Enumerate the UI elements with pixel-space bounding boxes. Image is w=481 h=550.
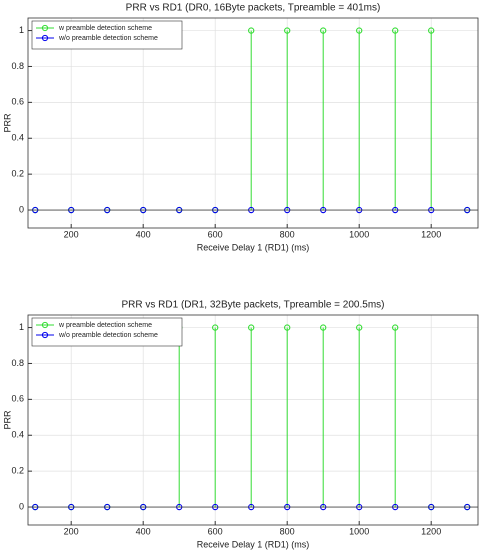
y-tick-label: 0.4	[11, 133, 24, 143]
y-tick-label: 0.2	[11, 466, 24, 476]
stem-marker	[428, 27, 435, 34]
x-tick-label: 1200	[421, 526, 441, 536]
stem-marker	[284, 324, 291, 331]
legend-marker	[41, 24, 49, 32]
y-tick-label: 1	[19, 322, 24, 332]
x-tick-label: 1000	[349, 526, 369, 536]
x-tick-label: 400	[136, 526, 151, 536]
stem-marker	[320, 324, 327, 331]
stem-marker	[392, 324, 399, 331]
legend-marker	[41, 34, 49, 42]
x-tick-label: 200	[64, 229, 79, 239]
legend-marker	[41, 321, 49, 329]
stem-marker	[356, 27, 363, 34]
y-tick-label: 0	[19, 204, 24, 214]
x-tick-label: 400	[136, 229, 151, 239]
legend-label: w/o preamble detection scheme	[58, 35, 158, 42]
y-tick-label: 0.6	[11, 394, 24, 404]
axes-box	[27, 17, 479, 229]
legend: w preamble detection scheme w/o preamble …	[31, 20, 183, 50]
x-axis-label: Receive Delay 1 (RD1) (ms)	[197, 539, 310, 549]
y-tick-label: 0.4	[11, 430, 24, 440]
x-tick-label: 1000	[349, 229, 369, 239]
stem-marker	[392, 27, 399, 34]
plot-area	[28, 315, 478, 525]
x-tick-label: 600	[208, 526, 223, 536]
legend-box	[31, 20, 183, 50]
y-tick-label: 0	[19, 501, 24, 511]
x-axis-label: Receive Delay 1 (RD1) (ms)	[197, 242, 310, 252]
stem-marker	[248, 27, 255, 34]
y-tick-label: 0.6	[11, 97, 24, 107]
x-tick-label: 600	[208, 229, 223, 239]
y-tick-label: 1	[19, 25, 24, 35]
x-tick-label: 800	[280, 526, 295, 536]
legend-marker	[41, 331, 49, 339]
legend-label: w preamble detection scheme	[58, 25, 152, 32]
y-axis-label: PRR	[2, 113, 12, 133]
legend: w preamble detection scheme w/o preamble …	[31, 317, 183, 347]
stem-marker	[356, 324, 363, 331]
stem-marker	[320, 27, 327, 34]
x-tick-label: 1200	[421, 229, 441, 239]
axes-box	[27, 314, 479, 526]
stem-marker	[284, 27, 291, 34]
x-tick-label: 800	[280, 229, 295, 239]
y-axis-label: PRR	[2, 410, 12, 430]
stem-marker	[212, 324, 219, 331]
chart-title: PRR vs RD1 (DR0, 16Byte packets, Tpreamb…	[126, 3, 381, 14]
y-tick-label: 0.8	[11, 358, 24, 368]
legend-label: w/o preamble detection scheme	[58, 332, 158, 339]
x-tick-label: 200	[64, 526, 79, 536]
y-tick-label: 0.8	[11, 61, 24, 71]
y-tick-label: 0.2	[11, 169, 24, 179]
legend-box	[31, 317, 183, 347]
legend-label: w preamble detection scheme	[58, 322, 152, 329]
chart-title: PRR vs RD1 (DR1, 32Byte packets, Tpreamb…	[122, 300, 385, 311]
stem-marker	[248, 324, 255, 331]
plot-area	[28, 18, 478, 228]
